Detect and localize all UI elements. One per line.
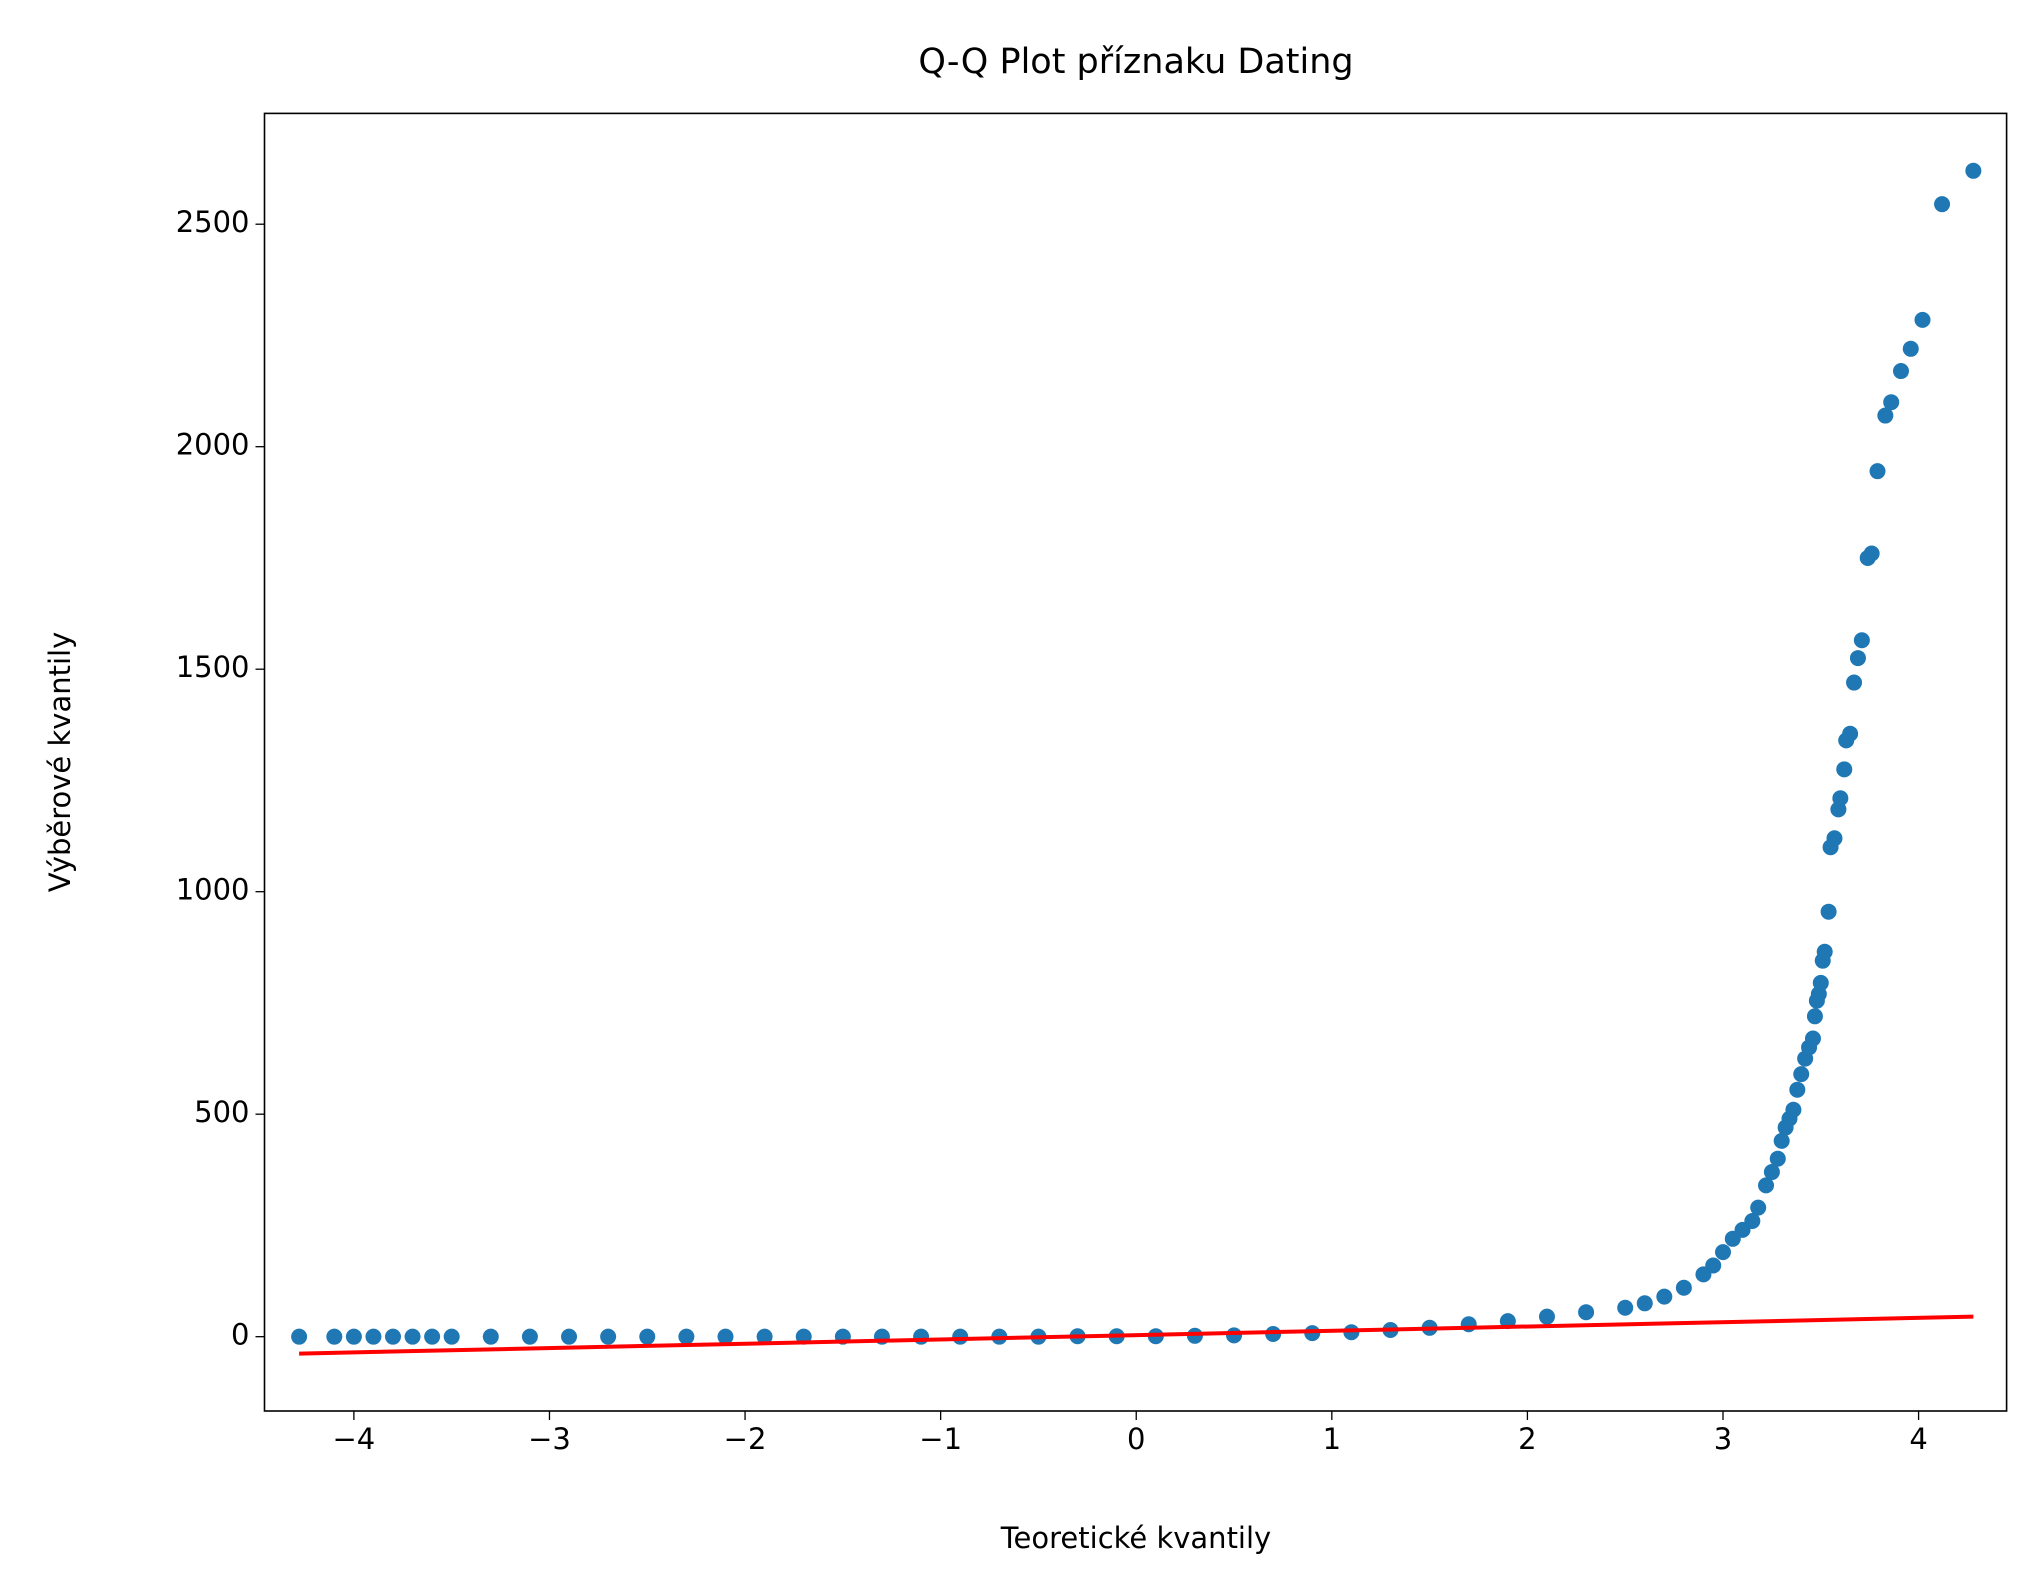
point (291, 1328, 308, 1345)
x-axis-label: Teoretické kvantily (1000, 1521, 1271, 1555)
point (1226, 1327, 1243, 1344)
point (1636, 1295, 1653, 1312)
point (1714, 1244, 1731, 1261)
point (1538, 1308, 1555, 1325)
point (1617, 1299, 1634, 1316)
x-tick-label: −3 (528, 1422, 571, 1456)
point (913, 1328, 930, 1345)
point (443, 1328, 460, 1345)
point (365, 1328, 382, 1345)
point (404, 1328, 421, 1345)
point (639, 1328, 656, 1345)
point (1763, 1164, 1780, 1181)
point (1750, 1199, 1767, 1216)
point (345, 1328, 362, 1345)
x-tick-label: 3 (1714, 1422, 1732, 1456)
x-tick-label: 4 (1909, 1422, 1927, 1456)
point (1892, 363, 1909, 380)
y-tick-label: 1000 (176, 873, 250, 907)
point (1869, 463, 1886, 480)
point (1914, 311, 1931, 328)
y-tick-label: 500 (194, 1095, 249, 1129)
point (385, 1328, 402, 1345)
x-tick-label: −1 (919, 1422, 962, 1456)
point (424, 1328, 441, 1345)
plot-frame (263, 112, 2008, 1412)
y-tick-label: 1500 (176, 650, 250, 684)
point (1578, 1304, 1595, 1321)
point (1806, 1008, 1823, 1025)
y-axis-label: Výběrové kvantily (43, 632, 77, 892)
point (1785, 1101, 1802, 1118)
point (1965, 162, 1982, 179)
point (1820, 903, 1837, 920)
x-tick-label: 2 (1518, 1422, 1536, 1456)
point (1883, 394, 1900, 411)
x-tick-label: −2 (724, 1422, 767, 1456)
point (1812, 974, 1829, 991)
point (1705, 1257, 1722, 1274)
point (561, 1328, 578, 1345)
x-tick-label: 0 (1127, 1422, 1145, 1456)
point (1846, 674, 1863, 691)
point (1744, 1212, 1761, 1229)
point (1656, 1288, 1673, 1305)
point (1902, 340, 1919, 357)
point (326, 1328, 343, 1345)
y-tick-label: 2500 (176, 205, 250, 239)
point (1934, 196, 1951, 213)
y-tick-label: 0 (231, 1318, 249, 1352)
point (1842, 725, 1859, 742)
point (1816, 943, 1833, 960)
point (482, 1328, 499, 1345)
chart-title: Q-Q Plot příznaku Dating (918, 42, 1353, 82)
point (1758, 1177, 1775, 1194)
point (1832, 790, 1849, 807)
point (1769, 1150, 1786, 1167)
point (1853, 632, 1870, 649)
point (717, 1328, 734, 1345)
point (1849, 650, 1866, 667)
point (1789, 1081, 1806, 1098)
point (1863, 545, 1880, 562)
point (678, 1328, 695, 1345)
point (1773, 1132, 1790, 1149)
point (1877, 407, 1894, 424)
point (1826, 830, 1843, 847)
x-tick-label: −4 (333, 1422, 376, 1456)
point (1675, 1279, 1692, 1296)
point (1804, 1030, 1821, 1047)
point (600, 1328, 617, 1345)
point (952, 1328, 969, 1345)
point (1836, 761, 1853, 778)
fit-line (299, 1314, 1974, 1356)
point (756, 1328, 773, 1345)
point (1793, 1066, 1810, 1083)
point (521, 1328, 538, 1345)
y-tick-label: 2000 (176, 428, 250, 462)
x-tick-label: 1 (1323, 1422, 1341, 1456)
